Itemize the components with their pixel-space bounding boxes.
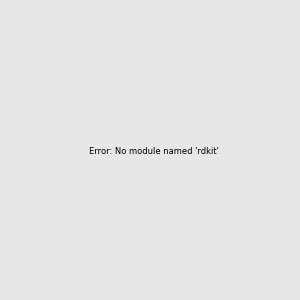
- Text: Error: No module named 'rdkit': Error: No module named 'rdkit': [89, 147, 219, 156]
